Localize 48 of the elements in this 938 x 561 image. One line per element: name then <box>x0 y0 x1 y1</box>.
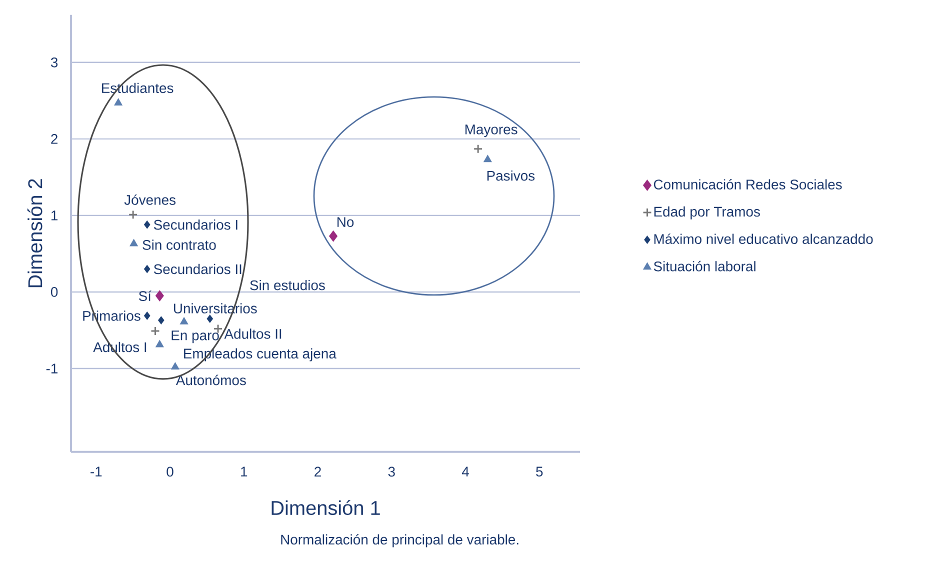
annotation: Sin contrato <box>142 240 216 250</box>
y-tick-label: 0 <box>50 287 58 297</box>
y-tick-label: 1 <box>51 210 58 220</box>
point <box>206 315 213 323</box>
legend-label: Situación laboral <box>654 260 756 272</box>
point <box>171 362 179 370</box>
x-tick-label: -1 <box>90 466 102 476</box>
x-axis-title: Dimensión 1 <box>272 500 380 516</box>
point <box>150 326 160 336</box>
point <box>158 316 164 324</box>
annotation: En paro <box>172 330 219 344</box>
annotation: Mayores <box>465 124 518 138</box>
point <box>128 210 138 220</box>
x-tick-label: 5 <box>536 466 543 477</box>
point <box>473 144 483 154</box>
annotation: Sin estudios <box>250 280 325 290</box>
annotation: Secundarios II <box>154 264 242 274</box>
y-tick-label: -1 <box>46 364 58 374</box>
y-axis-title: Dimensión 2 <box>27 179 42 288</box>
x-tick-label: 0 <box>166 466 174 477</box>
text: Normalización de principal de variable. <box>281 534 518 548</box>
x-tick-label: 4 <box>462 466 469 476</box>
x-tick-label: 1 <box>241 466 248 476</box>
legend-label: Comunicación Redes Sociales <box>654 179 842 190</box>
x-tick-label: 2 <box>314 466 321 477</box>
annotation: Secundarios I <box>154 220 238 230</box>
point <box>156 290 164 302</box>
point <box>114 98 122 106</box>
annotation: No <box>338 217 354 227</box>
legend-label: Edad por Tramos <box>654 206 760 220</box>
x-tick-label: 3 <box>388 466 395 477</box>
annotation: Jóvenes <box>124 194 176 205</box>
point <box>180 318 188 324</box>
point <box>156 340 164 348</box>
y-tick-label: 3 <box>50 57 58 68</box>
y-tick-label: 2 <box>51 134 58 144</box>
point <box>144 220 150 228</box>
annotation: Sí <box>138 290 152 302</box>
point <box>329 230 338 242</box>
point <box>130 240 138 246</box>
point <box>144 265 150 273</box>
point <box>484 155 492 162</box>
annotation: Autonómos <box>176 374 246 386</box>
legend-label: Máximo nivel educativo alcanzaddo <box>654 234 873 244</box>
point <box>144 312 150 320</box>
annotation: Adultos II <box>224 328 282 339</box>
annotation: Pasivos <box>487 170 535 181</box>
point <box>213 324 223 334</box>
